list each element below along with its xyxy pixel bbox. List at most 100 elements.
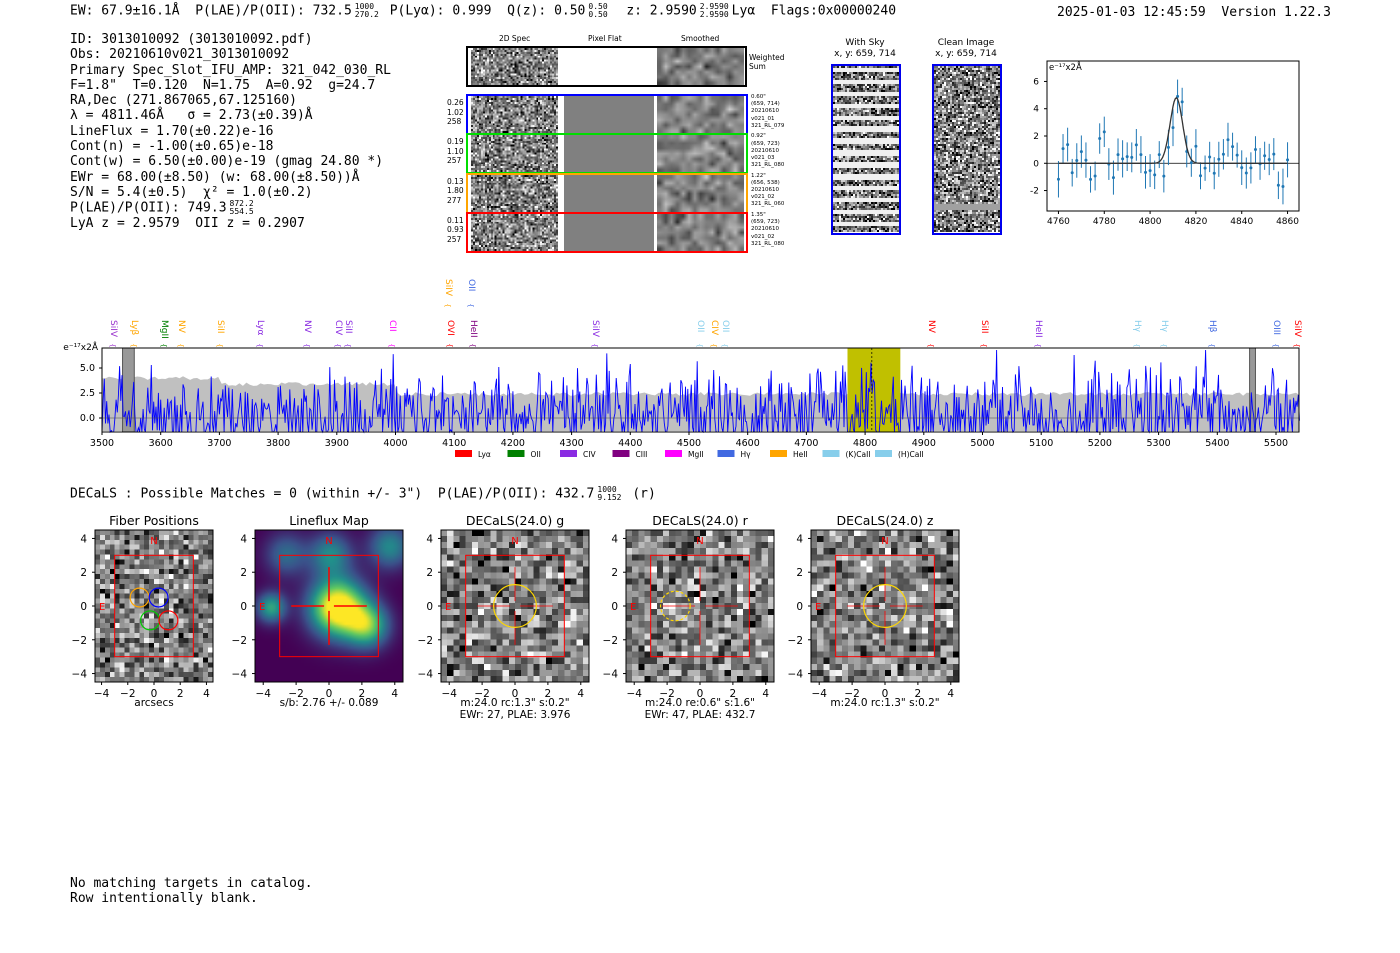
x-tick-label: 4760	[1047, 217, 1070, 227]
footer-text: No matching targets in catalog. Row inten…	[70, 876, 313, 906]
x-tick-label: 4860	[1276, 217, 1299, 227]
cutout-caption: s/b: 2.76 +/- 0.089	[279, 697, 379, 709]
x-tick-label: 4840	[1230, 217, 1253, 227]
data-point	[1061, 147, 1065, 151]
x-tick-label: 4780	[1093, 217, 1116, 227]
plae-value: P(LAE)/P(OII): 732.5	[195, 3, 352, 19]
data-point	[1144, 170, 1148, 174]
search-box	[114, 554, 194, 658]
info-text: LyA z = 2.9579 OII z = 0.2907	[70, 216, 305, 232]
y-tick-label: −2	[418, 635, 433, 647]
search-box	[279, 554, 379, 658]
x-tick-label: −4	[626, 688, 642, 700]
crosshair	[291, 567, 367, 645]
info-text: EWr = 68.00(±8.50) (w: 68.00(±8.50))Å	[70, 169, 360, 185]
pixel-flat-image	[564, 135, 654, 173]
y-tick-label: 5.0	[80, 363, 95, 374]
info-text: Cont(n) = -1.00(±0.65)e-18	[70, 139, 274, 155]
z-value: z: 2.9590	[626, 3, 697, 19]
x-tick-label: 0	[512, 688, 519, 700]
legend-swatch	[875, 450, 892, 457]
y-unit-label: e⁻¹⁷x2Å	[1049, 61, 1082, 73]
x-tick-label: 4000	[383, 438, 407, 449]
info-line: ID: 3013010092 (3013010092.pdf)	[70, 32, 391, 47]
fiber-circle	[148, 587, 169, 608]
fiber-info-line: 321_RL_060	[751, 201, 785, 208]
north-label: N	[150, 536, 157, 547]
y-tick-label: 2	[1033, 132, 1039, 142]
sky-coords: x, y: 659, 714	[834, 49, 896, 59]
x-tick-label: 0	[326, 688, 333, 700]
version: Version 1.22.3	[1221, 5, 1331, 20]
fiber-stat: 257	[447, 234, 462, 244]
data-point	[1286, 158, 1290, 162]
info-text: P(LAE)/P(OII): 749.3	[70, 200, 227, 216]
fiber-info-line: 20210610	[751, 187, 779, 193]
2d-spec-image	[471, 213, 558, 251]
fiber-stat: 0.26	[447, 98, 464, 107]
legend-label: CIII	[636, 450, 648, 459]
data-point	[1148, 169, 1152, 173]
y-tick-label: −4	[788, 669, 804, 681]
x-tick-label: 4	[947, 688, 954, 700]
data-point	[1263, 154, 1267, 158]
2d-spec-image	[471, 96, 558, 133]
info-text: LineFlux = 1.70(±0.22)e-16	[70, 123, 274, 139]
decals-text: DECaLS : Possible Matches = 0 (within +/…	[70, 486, 595, 502]
x-tick-label: 5300	[1147, 438, 1171, 449]
fiber-info-line: 0.60"	[751, 94, 766, 100]
legend-swatch	[717, 450, 735, 457]
qz-value: Q(z): 0.50	[507, 3, 586, 19]
flux-line	[101, 349, 1300, 434]
data-point	[1171, 126, 1175, 130]
data-point	[1208, 155, 1212, 159]
row-frame	[466, 211, 748, 253]
decals-lo: 9.152	[597, 493, 622, 502]
legend-label: (H)CaII	[898, 450, 924, 459]
y-unit-label: e⁻¹⁷x2Å	[63, 341, 99, 353]
fiber-info-line: 321_RL_080	[751, 162, 785, 169]
data-point	[1089, 177, 1093, 181]
y-tick-label: 4	[80, 533, 87, 545]
fiber-stat: 1.80	[447, 186, 464, 196]
fiber-info-line: 0.92"	[751, 133, 766, 140]
fiber-info-line: v021_02	[751, 233, 775, 240]
cutout-caption: EWr: 27, PLAE: 3.976	[459, 709, 571, 721]
pixel-flat-image	[564, 213, 654, 251]
summary-header: EW: 67.9±16.1Å P(LAE)/P(OII): 732.5 1000 2…	[70, 3, 896, 19]
data-point	[1226, 138, 1230, 142]
smoothed-image	[657, 48, 744, 85]
x-tick-label: 3500	[90, 438, 114, 449]
decals-hi: 1000	[597, 485, 617, 494]
x-tick-label: 4800	[1139, 217, 1162, 227]
column-header: Pixel Flat	[588, 34, 622, 43]
data-point	[1070, 171, 1074, 175]
clean-coords: x, y: 659, 714	[935, 49, 997, 59]
info-text: Obs: 20210610v021_3013010092	[70, 47, 290, 63]
fiber-info-line: 20210610	[751, 108, 779, 115]
data-point	[1249, 166, 1253, 170]
fiber-info-line: 1.22"	[751, 172, 766, 179]
y-tick-label: 0	[611, 601, 618, 613]
fiber-info-line: 20210610	[751, 226, 779, 233]
cutout-title: DECaLS(24.0) z	[836, 513, 934, 528]
data-point	[1084, 158, 1088, 162]
x-tick-label: 4200	[501, 438, 525, 449]
column-header: 2D Spec	[499, 34, 531, 43]
fiber-stat: 0.19	[447, 137, 464, 147]
plot-frame	[101, 347, 1300, 433]
y-tick-label: 6	[1033, 77, 1039, 87]
plae-hi: 1000	[354, 2, 375, 11]
data-point	[1166, 145, 1170, 149]
data-point	[1098, 137, 1102, 141]
full-spectrum-plot: 3500 3600 3700 3800 3900 4000 4100 4200 4300 4400…	[63, 341, 1300, 459]
fiber-info-line: 1.35"	[751, 211, 766, 218]
data-point	[1180, 100, 1184, 104]
fiber-info-line: 20210610	[751, 147, 779, 154]
cutout-title: DECaLS(24.0) g	[465, 513, 565, 528]
y-tick-label: 2	[611, 567, 618, 579]
data-point	[1253, 147, 1257, 151]
